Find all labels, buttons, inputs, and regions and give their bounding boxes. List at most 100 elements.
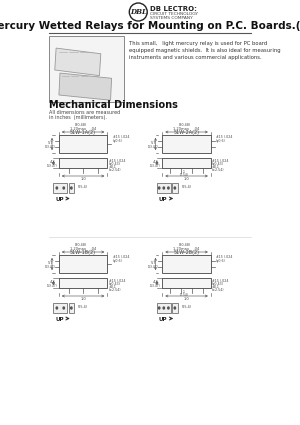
Text: (±2.54): (±2.54) bbox=[109, 288, 121, 292]
Circle shape bbox=[71, 307, 72, 309]
Text: (13.47): (13.47) bbox=[45, 265, 55, 269]
Circle shape bbox=[174, 307, 176, 309]
Text: 51W-1A(2): 51W-1A(2) bbox=[70, 130, 96, 135]
Text: (φ0.6): (φ0.6) bbox=[216, 259, 226, 263]
Bar bbox=[69, 183, 74, 193]
Text: (φ0.6): (φ0.6) bbox=[216, 139, 226, 143]
Text: (13.47): (13.47) bbox=[148, 145, 159, 149]
Bar bbox=[53, 303, 67, 313]
Text: #15 (.024: #15 (.024 bbox=[109, 279, 125, 283]
Text: 51W-2B(2): 51W-2B(2) bbox=[174, 250, 200, 255]
Text: All dimensions are measured: All dimensions are measured bbox=[49, 110, 121, 114]
Circle shape bbox=[158, 307, 160, 309]
Circle shape bbox=[168, 187, 169, 189]
Text: (±2.54): (±2.54) bbox=[212, 168, 225, 172]
Text: (φ0.43): (φ0.43) bbox=[212, 282, 224, 286]
Circle shape bbox=[56, 187, 58, 189]
Circle shape bbox=[56, 307, 58, 309]
Text: 1.0: 1.0 bbox=[80, 297, 86, 301]
Text: .1: .1 bbox=[182, 170, 185, 174]
Text: (2.54): (2.54) bbox=[179, 293, 188, 297]
Circle shape bbox=[174, 187, 176, 189]
Text: 1.0: 1.0 bbox=[80, 177, 86, 181]
Circle shape bbox=[163, 187, 164, 189]
Text: (30.48): (30.48) bbox=[178, 123, 190, 127]
Text: (30.48): (30.48) bbox=[75, 123, 87, 127]
Circle shape bbox=[71, 187, 72, 189]
Text: ±0.1: ±0.1 bbox=[109, 165, 116, 169]
Text: Mercury Wetted Relays for Mounting on P.C. Boards.(1): Mercury Wetted Relays for Mounting on P.… bbox=[0, 21, 300, 31]
Bar bbox=[162, 135, 211, 153]
Bar bbox=[59, 255, 107, 273]
Text: (φ0.6): (φ0.6) bbox=[113, 139, 123, 143]
Text: equipped magnetic shields.  It is also ideal for measuring: equipped magnetic shields. It is also id… bbox=[129, 48, 281, 53]
Text: .57: .57 bbox=[151, 261, 156, 265]
Text: .57: .57 bbox=[47, 141, 53, 145]
Text: (13.47): (13.47) bbox=[45, 145, 55, 149]
Text: 1.20max    .04: 1.20max .04 bbox=[173, 247, 200, 251]
Circle shape bbox=[168, 307, 169, 309]
Text: (φ0.43): (φ0.43) bbox=[109, 162, 121, 166]
Text: UP: UP bbox=[56, 197, 64, 202]
Text: #15 (.024: #15 (.024 bbox=[113, 135, 129, 139]
Text: instruments and various commercial applications.: instruments and various commercial appli… bbox=[129, 55, 262, 60]
Text: #15 (.024: #15 (.024 bbox=[113, 255, 129, 259]
Text: .43: .43 bbox=[49, 280, 55, 284]
Text: ±0.1: ±0.1 bbox=[212, 165, 220, 169]
Text: (25.4): (25.4) bbox=[182, 305, 192, 309]
Text: DB LECTRO:: DB LECTRO: bbox=[150, 6, 197, 12]
Bar bbox=[59, 73, 112, 100]
Text: Mechanical Dimensions: Mechanical Dimensions bbox=[49, 100, 178, 110]
Text: (13.47): (13.47) bbox=[150, 284, 161, 288]
Text: .57: .57 bbox=[151, 141, 156, 145]
Bar bbox=[162, 158, 211, 168]
Text: in inches  (millimeters).: in inches (millimeters). bbox=[49, 114, 107, 119]
Text: .57: .57 bbox=[47, 261, 53, 265]
Text: (13.47): (13.47) bbox=[148, 265, 159, 269]
Circle shape bbox=[163, 307, 164, 309]
Bar bbox=[157, 183, 171, 193]
Text: UP: UP bbox=[159, 317, 167, 322]
Text: .43: .43 bbox=[49, 160, 55, 164]
Circle shape bbox=[63, 307, 64, 309]
Bar bbox=[59, 135, 107, 153]
Bar bbox=[162, 255, 211, 273]
Text: ±0.1: ±0.1 bbox=[109, 285, 116, 289]
Text: #15 (.024: #15 (.024 bbox=[212, 279, 229, 283]
Text: (25.4): (25.4) bbox=[182, 185, 192, 189]
Bar bbox=[53, 183, 67, 193]
Text: 1.20max    .04: 1.20max .04 bbox=[70, 127, 96, 131]
Text: #15 (.024: #15 (.024 bbox=[216, 255, 233, 259]
Text: 1.20max    .04: 1.20max .04 bbox=[70, 247, 96, 251]
Text: (13.47): (13.47) bbox=[46, 164, 57, 168]
Text: 51W-1B(2): 51W-1B(2) bbox=[70, 250, 96, 255]
Text: (φ0.6): (φ0.6) bbox=[113, 259, 123, 263]
Text: 1.0: 1.0 bbox=[184, 177, 189, 181]
Bar bbox=[162, 278, 211, 288]
Bar bbox=[49, 36, 124, 102]
Bar bbox=[59, 158, 107, 168]
Text: (25.4): (25.4) bbox=[78, 305, 88, 309]
Text: (2.54): (2.54) bbox=[179, 173, 188, 177]
Text: (±2.54): (±2.54) bbox=[109, 168, 121, 172]
Bar bbox=[172, 303, 178, 313]
Text: 1.20max    .04: 1.20max .04 bbox=[173, 127, 200, 131]
Circle shape bbox=[158, 187, 160, 189]
Text: This small,   light mercury relay is used for PC board: This small, light mercury relay is used … bbox=[129, 41, 268, 46]
Text: (30.48): (30.48) bbox=[178, 243, 190, 247]
Text: #15 (.024: #15 (.024 bbox=[109, 159, 125, 163]
Text: #15 (.024: #15 (.024 bbox=[216, 135, 233, 139]
Text: (±2.54): (±2.54) bbox=[212, 288, 225, 292]
Text: UP: UP bbox=[56, 317, 64, 322]
Text: CIRCUIT TECHNOLOGY: CIRCUIT TECHNOLOGY bbox=[150, 12, 198, 16]
Text: ±0.1: ±0.1 bbox=[212, 285, 220, 289]
Text: 1.0: 1.0 bbox=[184, 297, 189, 301]
Bar bbox=[69, 303, 74, 313]
Circle shape bbox=[63, 187, 64, 189]
Text: .1: .1 bbox=[182, 290, 185, 294]
Bar bbox=[172, 183, 178, 193]
Text: UP: UP bbox=[159, 197, 167, 202]
Text: (13.47): (13.47) bbox=[150, 164, 161, 168]
Text: (φ0.43): (φ0.43) bbox=[109, 282, 121, 286]
Text: (13.47): (13.47) bbox=[46, 284, 57, 288]
